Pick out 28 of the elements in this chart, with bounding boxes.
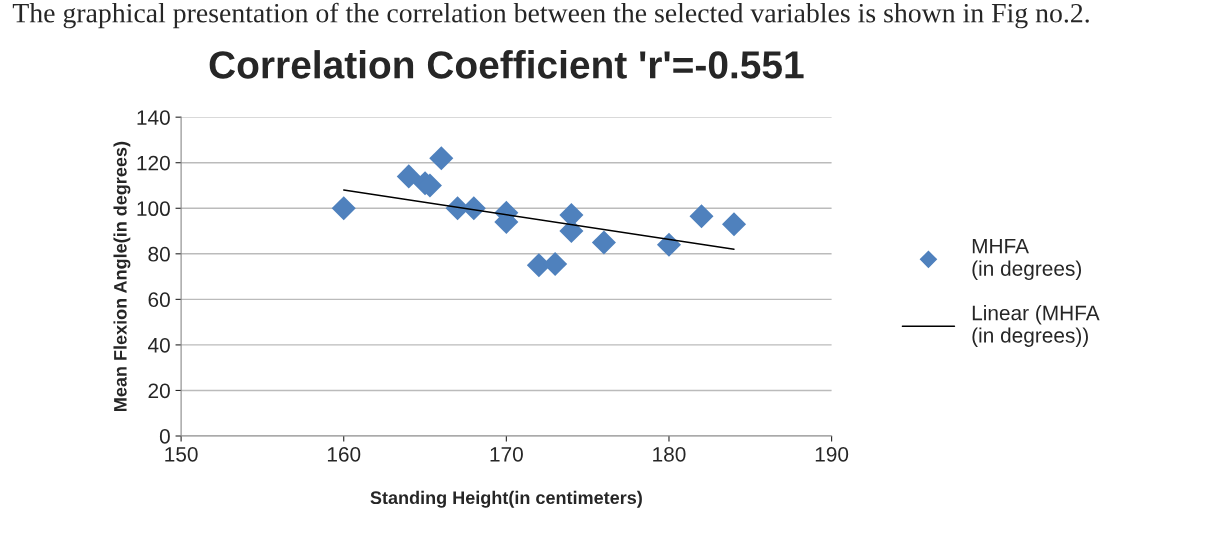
x-tick-label: 170 xyxy=(490,446,523,462)
point xyxy=(543,252,568,277)
legend-label: Linear (MHFA (in degrees)) xyxy=(972,305,1100,347)
point xyxy=(722,212,747,237)
point xyxy=(689,204,714,229)
point xyxy=(656,232,681,257)
x-tick-label: 160 xyxy=(327,446,361,462)
point xyxy=(591,230,616,255)
y-tick-label: 60 xyxy=(148,292,170,308)
y-tick-label: 20 xyxy=(148,383,170,399)
x-tick-label: 150 xyxy=(165,446,198,462)
y-tick-label: 100 xyxy=(137,201,170,217)
y-tick-label: 40 xyxy=(148,337,170,353)
y-axis-title: Mean Flexion Angle(in degrees) xyxy=(113,141,131,411)
y-tick-label: 0 xyxy=(159,429,170,444)
x-tick-label: 180 xyxy=(653,446,686,462)
text: The graphical presentation of the correlation between the selected variables is shown in Fig no.2. xyxy=(12,2,1089,29)
legend-label: MHFA (in degrees) xyxy=(972,238,1082,281)
x-tick-label: 190 xyxy=(815,446,849,462)
chart-title: Correlation Coefficient 'r'=-0.551 xyxy=(209,50,804,79)
point xyxy=(429,146,454,171)
point xyxy=(331,196,356,221)
point xyxy=(526,253,551,278)
y-tick-label: 80 xyxy=(148,246,170,262)
y-tick-label: 140 xyxy=(137,110,170,125)
y-tick-label: 120 xyxy=(137,155,170,171)
x-axis-title: Standing Height(in centimeters) xyxy=(370,490,642,508)
point xyxy=(396,164,421,189)
